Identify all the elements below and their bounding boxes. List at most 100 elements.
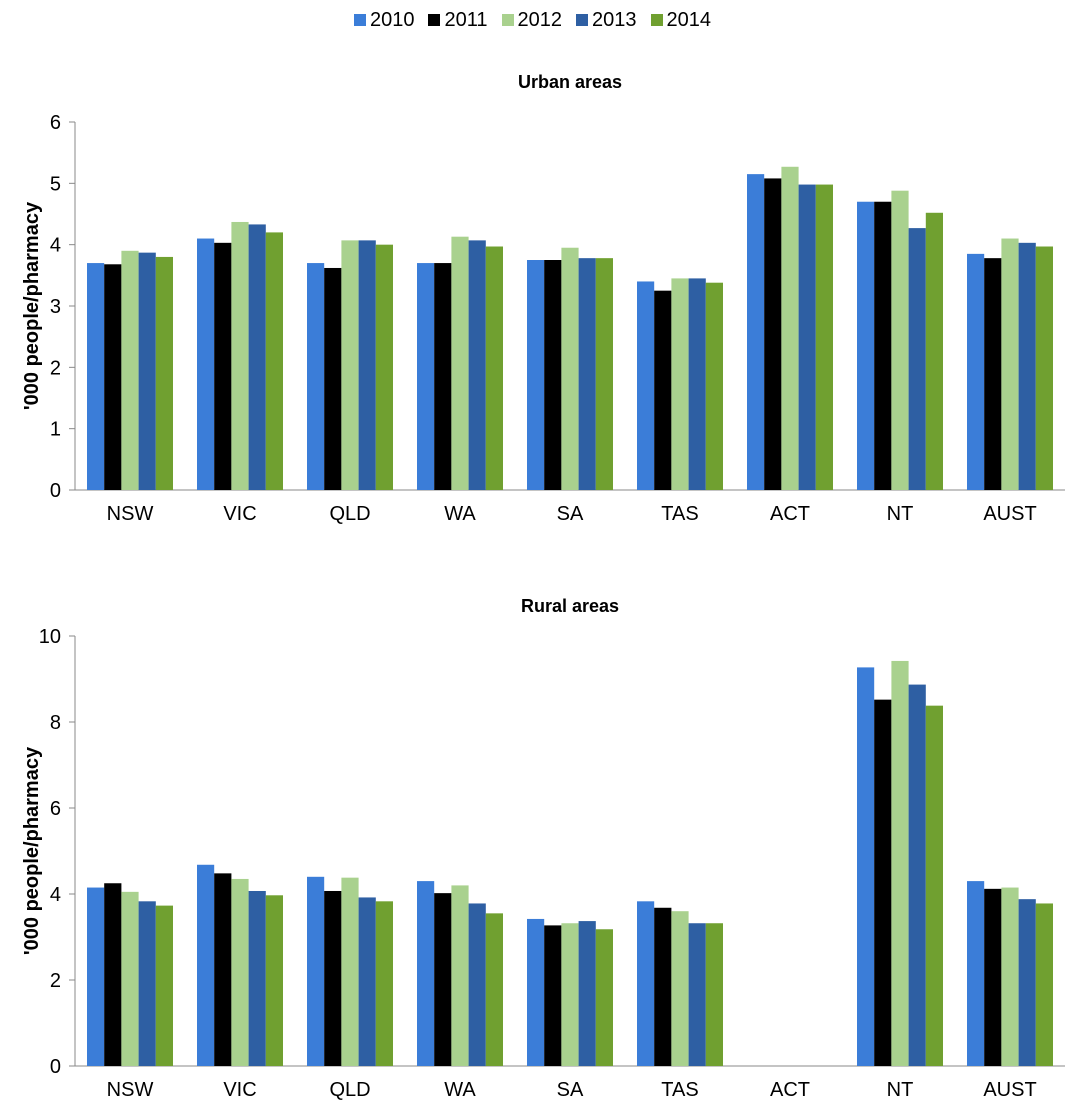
bar-2012-sa — [561, 247, 579, 490]
bar-2012-nsw — [121, 891, 139, 1066]
bar-2011-vic — [214, 242, 232, 490]
bar-2013-qld — [358, 897, 376, 1066]
x-tick-label: SA — [557, 503, 584, 525]
bar-2014-nsw — [155, 905, 173, 1066]
bar-2014-nsw — [155, 256, 173, 490]
bar-2013-qld — [358, 240, 376, 490]
legend-label: 2014 — [666, 8, 712, 31]
bar-2012-act — [781, 166, 799, 491]
bar-2010-nsw — [87, 887, 105, 1066]
bar-2014-nt — [925, 212, 943, 491]
legend-item-2013: 2013 — [576, 9, 637, 32]
bar-2011-nsw — [104, 883, 122, 1066]
bar-2012-sa — [561, 923, 579, 1066]
y-axis-label: '000 people/pharmacy — [21, 201, 43, 410]
x-tick-label: QLD — [329, 1079, 370, 1101]
bar-2012-wa — [451, 236, 469, 490]
x-tick-label: WA — [444, 1079, 476, 1101]
bar-2010-qld — [307, 263, 325, 490]
x-tick-label: ACT — [770, 503, 810, 525]
bar-2014-vic — [265, 232, 283, 490]
bar-2013-wa — [468, 240, 486, 490]
y-tick-label: 10 — [39, 626, 61, 648]
bar-2010-nt — [857, 201, 875, 490]
bar-2012-qld — [341, 240, 359, 490]
bar-2014-tas — [705, 282, 723, 490]
bar-2011-aust — [984, 258, 1002, 490]
x-tick-label: WA — [444, 503, 476, 525]
bar-2012-wa — [451, 885, 469, 1066]
bar-2013-tas — [688, 923, 706, 1066]
bar-2014-sa — [595, 929, 613, 1066]
y-tick-label: 4 — [50, 235, 61, 257]
bar-2014-wa — [485, 246, 503, 490]
bar-2014-aust — [1035, 903, 1053, 1066]
bar-2013-act — [798, 184, 816, 490]
y-tick-label: 3 — [50, 296, 61, 318]
chart-title: Urban areas — [518, 72, 622, 92]
bar-2011-qld — [324, 890, 342, 1066]
bar-2010-vic — [197, 238, 215, 490]
bar-2013-wa — [468, 903, 486, 1066]
legend-label: 2011 — [444, 8, 488, 31]
bar-2010-wa — [417, 881, 435, 1066]
bar-2013-vic — [248, 224, 266, 490]
chart-legend: 2010 2011 2012 2013 2014 — [0, 6, 1065, 34]
bar-2010-aust — [967, 253, 985, 490]
bar-2014-qld — [375, 901, 393, 1066]
bar-2011-tas — [654, 290, 672, 490]
y-tick-label: 0 — [50, 1056, 61, 1078]
bar-2013-sa — [578, 258, 596, 490]
bar-2012-aust — [1001, 238, 1019, 490]
bar-2010-sa — [527, 918, 545, 1066]
bar-2011-sa — [544, 260, 562, 490]
legend-swatch — [428, 14, 441, 26]
bar-2014-act — [815, 184, 833, 490]
bar-2013-nsw — [138, 901, 156, 1066]
bar-2011-aust — [984, 888, 1002, 1066]
bar-2011-wa — [434, 263, 452, 490]
legend-item-2010: 2010 — [353, 8, 415, 32]
legend-label: 2013 — [592, 8, 637, 31]
bar-2012-vic — [231, 878, 249, 1066]
x-tick-label: VIC — [223, 1079, 256, 1101]
x-tick-label: NT — [887, 503, 914, 525]
bar-2014-aust — [1035, 246, 1053, 490]
bar-2011-qld — [324, 267, 342, 490]
bar-2011-wa — [434, 893, 452, 1066]
bar-2011-nt — [874, 201, 892, 490]
bar-2010-nsw — [87, 263, 105, 490]
bar-2012-nt — [891, 190, 909, 490]
x-tick-label: VIC — [223, 503, 256, 525]
legend-swatch — [650, 14, 663, 26]
y-tick-label: 5 — [50, 173, 61, 195]
bar-2014-tas — [705, 923, 723, 1066]
x-tick-label: AUST — [983, 1079, 1036, 1101]
y-tick-label: 0 — [50, 480, 61, 502]
legend-item-2012: 2012 — [501, 9, 562, 32]
bar-2012-qld — [341, 877, 359, 1066]
y-tick-label: 2 — [50, 970, 61, 992]
bar-2010-nt — [857, 667, 875, 1066]
bar-2012-vic — [231, 221, 249, 490]
bar-2010-aust — [967, 881, 985, 1066]
legend-label: 2010 — [369, 8, 415, 31]
y-tick-label: 6 — [50, 798, 61, 820]
bar-2014-sa — [595, 258, 613, 490]
x-tick-label: ACT — [770, 1079, 810, 1101]
bar-2010-qld — [307, 876, 325, 1066]
chart-title: Rural areas — [521, 596, 619, 616]
y-axis-label: '000 people/pharmacy — [21, 746, 43, 955]
bar-2014-qld — [375, 244, 393, 490]
bar-2012-nt — [891, 660, 909, 1066]
bar-2010-act — [747, 174, 765, 490]
bar-2013-sa — [578, 921, 596, 1066]
bar-2013-nsw — [138, 252, 156, 490]
bar-2013-tas — [688, 278, 706, 490]
legend-item-2014: 2014 — [650, 8, 712, 32]
legend-swatch — [576, 14, 588, 26]
x-tick-label: TAS — [661, 1079, 698, 1101]
bar-2010-sa — [527, 260, 545, 490]
bar-2011-act — [764, 178, 782, 490]
